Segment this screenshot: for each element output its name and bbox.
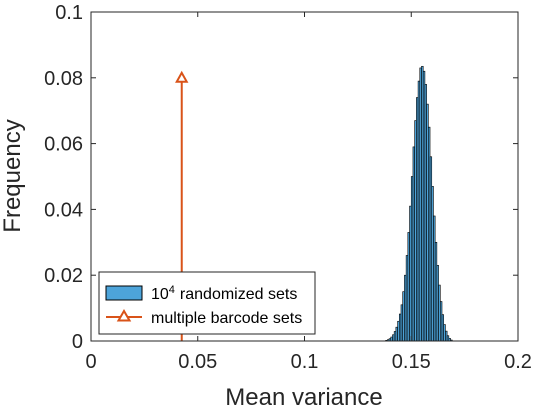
legend-histogram-base: 10 bbox=[151, 286, 169, 303]
y-tick-label: 0.06 bbox=[44, 134, 83, 156]
legend-histogram-label: 104 randomized sets bbox=[151, 284, 297, 303]
legend-histogram-name: randomized sets bbox=[180, 286, 297, 303]
y-tick-label: 0 bbox=[72, 331, 83, 353]
y-tick-label: 0.02 bbox=[44, 265, 83, 287]
legend-histogram-exponent: 4 bbox=[169, 284, 175, 296]
legend-triangle-marker bbox=[116, 309, 132, 322]
legend-histogram-swatch bbox=[105, 285, 143, 301]
x-tick-label: 0.05 bbox=[178, 351, 217, 373]
y-tick-label: 0.1 bbox=[55, 2, 83, 24]
axes bbox=[90, 11, 519, 342]
histogram-bars bbox=[385, 65, 453, 342]
stem-triangle-marker bbox=[175, 70, 189, 83]
x-axis-label: Mean variance bbox=[225, 384, 382, 410]
x-tick-label: 0.15 bbox=[392, 351, 431, 373]
legend-box bbox=[98, 271, 316, 335]
y-tick-label: 0.04 bbox=[44, 199, 83, 221]
x-tick-label: 0 bbox=[85, 351, 96, 373]
x-tick-label: 0.1 bbox=[291, 351, 319, 373]
tick-labels: 0 0.05 0.1 0.15 0.2 0 0.02 0.04 0.06 0.08 0.1 bbox=[44, 2, 532, 373]
legend: 104 randomized sets multiple barcode sets bbox=[98, 271, 316, 335]
x-tick-label: 0.2 bbox=[504, 351, 532, 373]
legend-stem-label: multiple barcode sets bbox=[151, 310, 302, 327]
y-axis-label: Frequency bbox=[0, 119, 26, 232]
y-tick-label: 0.08 bbox=[44, 68, 83, 90]
